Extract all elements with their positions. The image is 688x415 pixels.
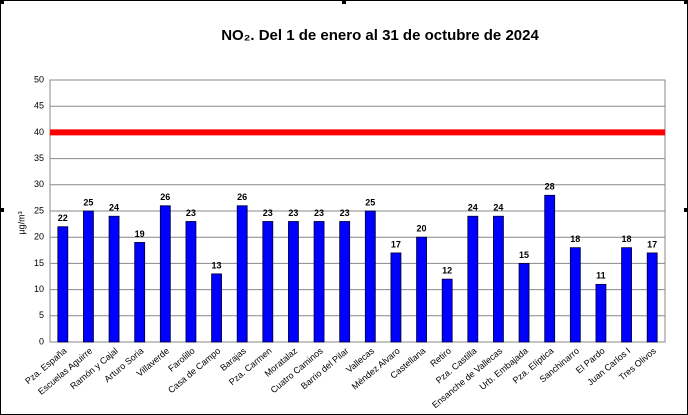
bar bbox=[621, 247, 632, 343]
selection-handles bbox=[0, 0, 688, 212]
value-label: 23 bbox=[186, 208, 196, 218]
plot-area bbox=[49, 79, 666, 343]
value-label: 23 bbox=[263, 208, 273, 218]
y-tick-label: 25 bbox=[34, 205, 44, 215]
bar bbox=[595, 283, 607, 343]
bar bbox=[339, 221, 351, 343]
value-label: 15 bbox=[519, 250, 529, 260]
y-tick-label: 40 bbox=[34, 127, 44, 137]
bar bbox=[493, 215, 504, 343]
bar bbox=[236, 205, 248, 343]
value-label: 11 bbox=[596, 271, 606, 281]
bar bbox=[467, 215, 479, 343]
value-label: 24 bbox=[109, 203, 119, 213]
bar bbox=[364, 210, 376, 343]
bar bbox=[134, 242, 146, 343]
bar bbox=[262, 221, 274, 343]
y-tick-label: 10 bbox=[34, 284, 44, 294]
value-label: 25 bbox=[365, 197, 375, 207]
bar bbox=[159, 205, 171, 343]
value-label: 28 bbox=[545, 182, 555, 192]
y-tick-label: 15 bbox=[34, 258, 44, 268]
y-tick-label: 0 bbox=[39, 336, 44, 346]
chart-title: NO₂. Del 1 de enero al 31 de octubre de … bbox=[221, 27, 539, 44]
bar bbox=[108, 215, 120, 343]
bar bbox=[211, 273, 222, 343]
y-tick-label: 35 bbox=[34, 153, 44, 163]
bar bbox=[416, 236, 427, 343]
y-tick-label: 5 bbox=[39, 310, 44, 320]
bar bbox=[390, 252, 402, 343]
bar bbox=[441, 278, 453, 343]
y-axis-label: µg/m³ bbox=[16, 211, 26, 234]
bar bbox=[185, 221, 197, 343]
value-label: 19 bbox=[135, 229, 145, 239]
value-label: 22 bbox=[58, 213, 68, 223]
value-label: 20 bbox=[417, 224, 427, 234]
value-label: 17 bbox=[391, 239, 401, 249]
value-label: 18 bbox=[570, 234, 580, 244]
bar bbox=[313, 221, 325, 343]
value-label: 24 bbox=[493, 203, 503, 213]
y-tick-label: 30 bbox=[34, 179, 44, 189]
value-label: 24 bbox=[468, 203, 478, 213]
value-label: 23 bbox=[288, 208, 298, 218]
y-tick-label: 50 bbox=[34, 74, 44, 84]
bar bbox=[288, 221, 299, 343]
value-label: 17 bbox=[647, 239, 657, 249]
bar bbox=[83, 210, 94, 343]
value-label: 23 bbox=[340, 208, 350, 218]
value-label: 12 bbox=[442, 265, 452, 275]
bar bbox=[569, 247, 581, 343]
value-label: 23 bbox=[314, 208, 324, 218]
value-label: 26 bbox=[237, 192, 247, 202]
bar bbox=[544, 194, 556, 343]
value-label: 25 bbox=[83, 197, 93, 207]
bar bbox=[57, 226, 69, 343]
bar bbox=[518, 262, 530, 343]
y-tick-label: 20 bbox=[34, 232, 44, 242]
value-label: 26 bbox=[160, 192, 170, 202]
bar bbox=[646, 252, 658, 343]
y-tick-label: 45 bbox=[34, 101, 44, 111]
value-label: 13 bbox=[212, 260, 222, 270]
value-label: 18 bbox=[622, 234, 632, 244]
